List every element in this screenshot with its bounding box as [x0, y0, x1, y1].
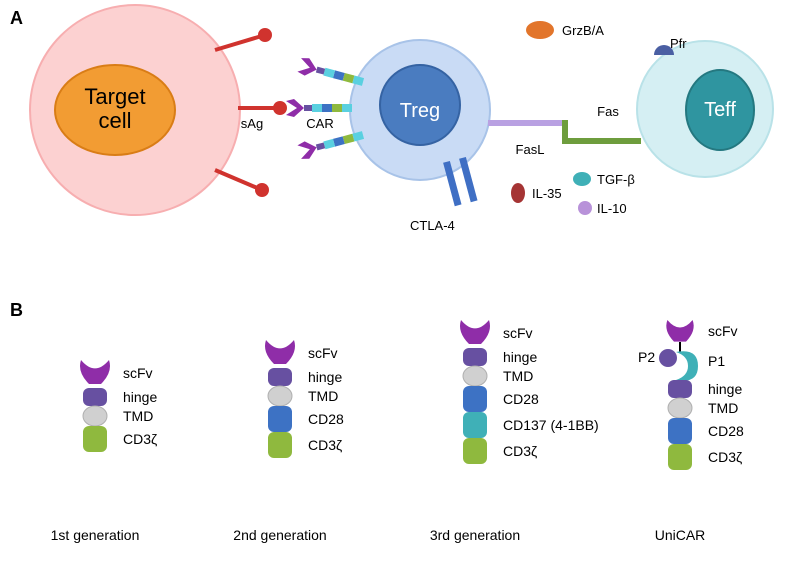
svg-text:scFv: scFv — [503, 325, 533, 341]
svg-text:CD28: CD28 — [308, 411, 344, 427]
svg-text:CD3ζ: CD3ζ — [503, 443, 537, 459]
svg-text:CD3ζ: CD3ζ — [708, 449, 742, 465]
svg-text:Target: Target — [84, 84, 145, 109]
svg-text:cell: cell — [98, 108, 131, 133]
svg-text:GrzB/A: GrzB/A — [562, 23, 604, 38]
svg-text:P2: P2 — [638, 349, 655, 365]
svg-text:UniCAR: UniCAR — [655, 527, 706, 543]
svg-text:hinge: hinge — [308, 369, 342, 385]
svg-text:hinge: hinge — [708, 381, 742, 397]
svg-text:TMD: TMD — [308, 388, 338, 404]
svg-text:IL-35: IL-35 — [532, 186, 562, 201]
svg-text:Teff: Teff — [704, 99, 736, 121]
svg-text:scFv: scFv — [308, 345, 338, 361]
svg-text:Fas: Fas — [597, 104, 619, 119]
svg-text:IL-10: IL-10 — [597, 201, 627, 216]
svg-text:scFv: scFv — [123, 365, 153, 381]
svg-text:CAR: CAR — [306, 116, 333, 131]
svg-text:TGF-β: TGF-β — [597, 172, 635, 187]
svg-text:hinge: hinge — [503, 349, 537, 365]
svg-text:CD3ζ: CD3ζ — [308, 437, 342, 453]
diagram-svg: Targetcell Treg Teff sAg CAR CTLA-4 GrzB/A Pfr F… — [0, 0, 810, 570]
svg-text:scFv: scFv — [708, 323, 738, 339]
svg-text:CD28: CD28 — [503, 391, 539, 407]
svg-text:CD137 (4-1BB): CD137 (4-1BB) — [503, 417, 599, 433]
svg-text:TMD: TMD — [123, 408, 153, 424]
svg-text:FasL: FasL — [516, 142, 545, 157]
svg-text:hinge: hinge — [123, 389, 157, 405]
svg-text:Treg: Treg — [400, 100, 440, 122]
svg-text:3rd generation: 3rd generation — [430, 527, 520, 543]
svg-text:CTLA-4: CTLA-4 — [410, 218, 455, 233]
svg-text:sAg: sAg — [241, 116, 263, 131]
svg-text:CD28: CD28 — [708, 423, 744, 439]
svg-text:CD3ζ: CD3ζ — [123, 431, 157, 447]
svg-text:TMD: TMD — [708, 400, 738, 416]
svg-text:P1: P1 — [708, 353, 725, 369]
svg-text:Pfr: Pfr — [670, 36, 687, 51]
svg-text:TMD: TMD — [503, 368, 533, 384]
svg-text:1st generation: 1st generation — [51, 527, 140, 543]
svg-text:2nd generation: 2nd generation — [233, 527, 326, 543]
